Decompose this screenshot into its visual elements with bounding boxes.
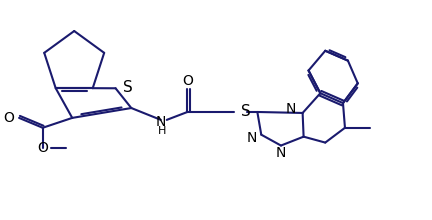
Text: O: O — [182, 74, 193, 88]
Text: S: S — [241, 104, 251, 119]
Text: S: S — [124, 80, 133, 95]
Text: O: O — [37, 141, 48, 154]
Text: N: N — [156, 115, 166, 129]
Text: H: H — [158, 126, 166, 136]
Text: N: N — [247, 131, 257, 145]
Text: N: N — [286, 102, 296, 116]
Text: N: N — [276, 147, 286, 160]
Text: O: O — [3, 111, 14, 125]
